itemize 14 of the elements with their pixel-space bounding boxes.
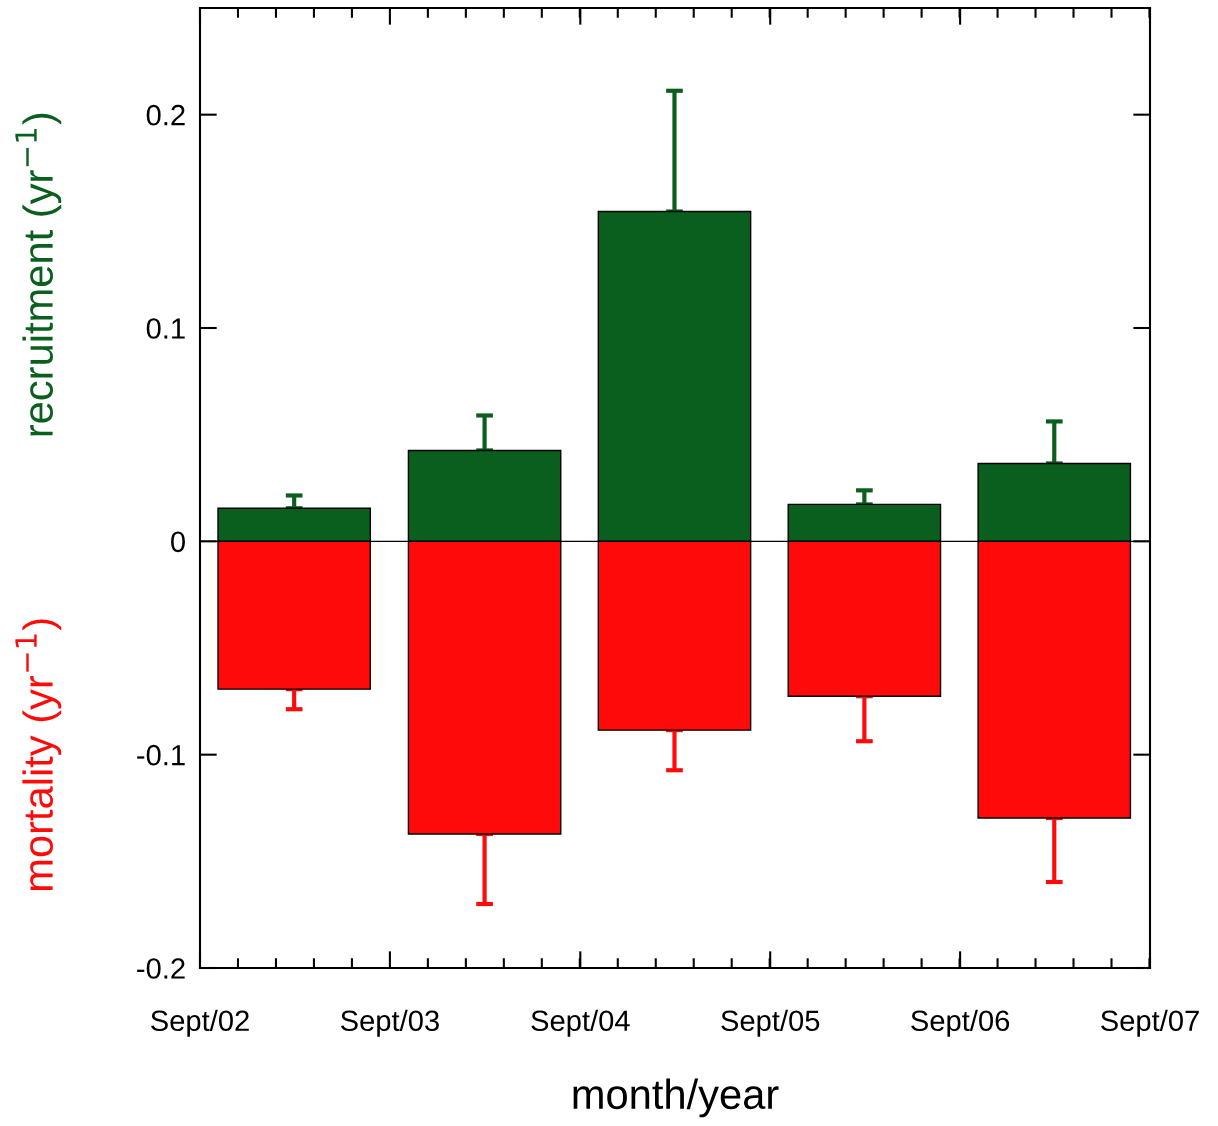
x-tick-label: Sept/07 — [1101, 1009, 1199, 1037]
y-tick-label: -0.2 — [137, 958, 185, 979]
x-tick-label: Sept/02 — [151, 1009, 249, 1037]
x-tick-label: Sept/04 — [531, 1009, 630, 1037]
x-tick-label: Sept/06 — [911, 1009, 1010, 1037]
x-tick-label: Sept/03 — [340, 1009, 439, 1037]
x-axis-title: month/year — [573, 1078, 779, 1118]
y-tick-label: 0.2 — [146, 104, 185, 126]
y-tick-label: 0 — [171, 531, 185, 553]
x-tick-label: Sept/05 — [721, 1009, 820, 1037]
text: recruitment (yr$^{−1}$) — [15, 113, 62, 436]
y-tick-label: 0.1 — [146, 318, 185, 339]
y-tick-label: -0.1 — [137, 744, 185, 766]
text: mortality (yr$^{−1}$) — [15, 619, 62, 891]
